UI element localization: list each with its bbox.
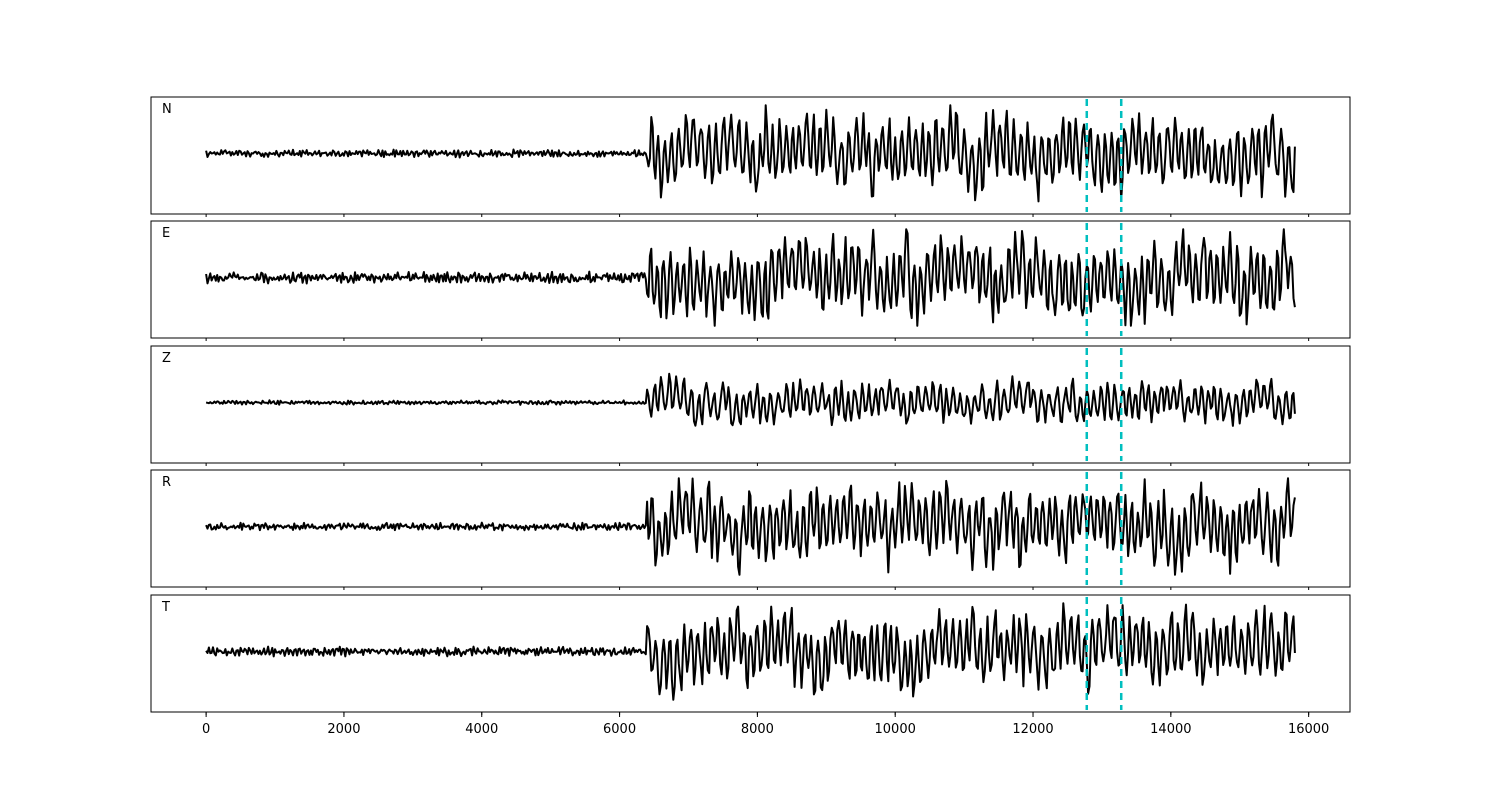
x-tick-label: 0 [202,722,210,737]
panel-e: E [150,220,1351,341]
waveform-trace [205,372,1296,427]
waveform-trace [205,104,1296,203]
panel-frame [150,594,1351,713]
panel-r: R [150,469,1351,590]
panel-frame [150,469,1351,588]
panel-n: N [150,96,1351,217]
waveform-trace [205,228,1296,327]
panels-group: N E Z R T [150,96,1351,715]
panel-z: Z [150,345,1351,466]
x-tick-label: 2000 [327,722,360,737]
x-tick-label: 14000 [1150,722,1191,737]
panel-label: R [162,475,171,490]
panel-frame [150,345,1351,464]
x-tick-label: 12000 [1012,722,1053,737]
panel-frame [150,220,1351,339]
x-tick-label: 16000 [1288,722,1329,737]
panel-label: Z [162,351,171,366]
x-tick-label: 6000 [603,722,636,737]
panel-label: E [162,226,170,241]
panel-label: T [161,600,170,615]
x-axis: 0 2000 4000 6000 8000 10000 12000 14000 16000 [202,712,1329,737]
x-tick-label: 4000 [465,722,498,737]
waveform-trace [205,477,1296,576]
panel-frame [150,96,1351,215]
x-tick-label: 10000 [875,722,916,737]
waveform-trace [205,602,1296,701]
panel-label: N [162,102,172,117]
panel-t: T [150,594,1351,715]
x-tick-label: 8000 [741,722,774,737]
